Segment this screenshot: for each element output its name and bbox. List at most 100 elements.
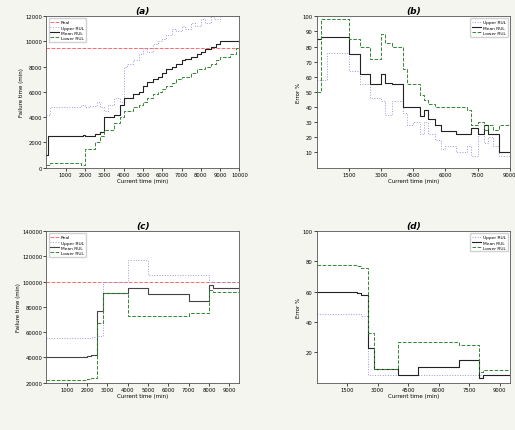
Lower RUL [382, 33, 388, 38]
Lower RUL [480, 369, 487, 375]
Lower RUL [456, 342, 462, 347]
Upper RUL [371, 372, 377, 378]
Lower RUL [481, 128, 487, 133]
Lower RUL [371, 366, 377, 372]
Lower RUL [496, 123, 502, 129]
Lower RUL [206, 311, 212, 316]
Mean RUL [415, 372, 421, 378]
Upper RUL [121, 100, 127, 105]
Mean RUL [354, 289, 360, 295]
Upper RUL [378, 99, 384, 104]
Lower RUL [88, 375, 94, 380]
Mean RUL [173, 65, 179, 70]
Mean RUL [210, 286, 216, 291]
Upper RUL [114, 280, 121, 285]
Upper RUL [236, 15, 243, 20]
Upper RUL [367, 83, 373, 88]
Lower RUL [432, 105, 438, 111]
Lower RUL [475, 120, 481, 126]
Mean RUL [425, 117, 432, 123]
Lower RUL [382, 42, 388, 47]
Upper RUL [395, 372, 401, 378]
Lower RUL [438, 105, 444, 111]
Mean RUL [507, 150, 513, 156]
Lower RUL [415, 339, 421, 344]
Upper RUL [84, 336, 90, 341]
Upper RUL [438, 138, 444, 144]
Mean RUL [442, 129, 449, 135]
Upper RUL [417, 132, 423, 138]
Mean RUL [371, 345, 377, 350]
Line: Mean RUL: Mean RUL [46, 286, 239, 357]
Upper RUL [464, 144, 470, 150]
Mean RUL [130, 96, 136, 101]
Lower RUL [400, 68, 406, 73]
Lower RUL [94, 321, 100, 326]
Lower RUL [453, 105, 459, 111]
Upper RUL [105, 103, 111, 108]
Mean RUL [210, 283, 216, 289]
Lower RUL [490, 123, 496, 129]
Mean RUL [382, 81, 388, 86]
Lower RUL [216, 289, 222, 295]
Lower RUL [145, 313, 151, 319]
Lower RUL [385, 366, 391, 372]
Mean RUL [447, 129, 453, 135]
Lower RUL [43, 378, 49, 383]
Lower RUL [404, 83, 410, 88]
Lower RUL [456, 339, 462, 344]
Mean RUL [485, 132, 491, 138]
Upper RUL [385, 372, 391, 378]
Mean RUL [354, 291, 360, 296]
Mean RUL [481, 132, 487, 138]
Lower RUL [188, 71, 194, 77]
Mean RUL [475, 126, 481, 132]
Lower RUL [378, 57, 384, 62]
Upper RUL [425, 120, 432, 126]
Mean RUL [438, 129, 444, 135]
Lower RUL [358, 265, 365, 270]
Upper RUL [358, 313, 365, 319]
Mean RUL [367, 83, 373, 88]
Mean RUL [84, 355, 90, 360]
Lower RUL [468, 123, 474, 129]
Lower RUL [496, 128, 502, 133]
Lower RUL [114, 291, 121, 296]
Lower RUL [314, 262, 320, 267]
Mean RUL [130, 92, 136, 98]
Mean RUL [346, 36, 352, 41]
Upper RUL [400, 99, 406, 104]
Upper RUL [487, 372, 493, 378]
Mean RUL [404, 105, 410, 111]
Mean RUL [318, 37, 324, 43]
Upper RUL [487, 372, 493, 378]
Upper RUL [367, 96, 373, 101]
Mean RUL [456, 365, 462, 370]
Upper RUL [84, 336, 90, 341]
Lower RUL [442, 105, 449, 111]
Lower RUL [114, 291, 121, 296]
Lower RUL [94, 375, 100, 380]
Mean RUL [236, 286, 243, 291]
Upper RUL [476, 372, 483, 378]
Upper RUL [485, 141, 491, 147]
Lower RUL [421, 98, 427, 103]
Mean RUL [97, 130, 104, 135]
Mean RUL [217, 40, 224, 45]
Lower RUL [507, 123, 513, 129]
Mean RUL [378, 83, 384, 88]
Lower RUL [356, 37, 363, 43]
Upper RUL [507, 372, 513, 378]
Lower RUL [314, 90, 320, 95]
Upper RUL [476, 372, 483, 378]
Mean RUL [507, 372, 513, 378]
Mean RUL [185, 292, 192, 297]
Mean RUL [447, 129, 453, 135]
X-axis label: Current time (min): Current time (min) [117, 179, 168, 184]
Mean RUL [121, 103, 127, 108]
Mean RUL [88, 353, 94, 358]
Lower RUL [507, 368, 513, 373]
Mean RUL [94, 308, 100, 313]
Y-axis label: Failure time (min): Failure time (min) [19, 68, 24, 117]
Upper RUL [314, 78, 320, 83]
